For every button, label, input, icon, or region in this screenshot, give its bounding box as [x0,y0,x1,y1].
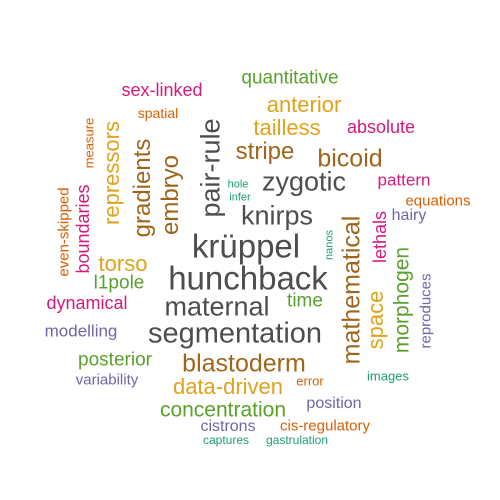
word-boundaries: boundaries [73,184,93,274]
word-hunchback: hunchback [168,259,328,297]
word-nanos: nanos [323,230,336,260]
word-quantitative: quantitative [241,67,339,89]
word-anterior: anterior [266,92,342,117]
word-segmentation: segmentation [147,317,323,350]
word-embryo: embryo [157,154,184,236]
word-error: error [296,373,324,389]
word-space: space [363,290,388,350]
word-torso: torso [98,251,148,276]
word-kruppel: krüppel [191,227,301,265]
word-cis-regulatory: cis-regulatory [279,417,371,435]
word-mathematical: mathematical [337,215,366,365]
word-hairy: hairy [391,207,427,224]
word-modelling: modelling [44,321,118,341]
word-knirps: knirps [240,200,314,231]
word-lethals: lethals [370,210,390,264]
word-reproduces: reproduces [417,273,435,349]
word-posterior: posterior [78,349,152,371]
word-blastoderm: blastoderm [182,349,306,378]
word-position: position [306,395,362,412]
word-even-skipped: even-skipped [55,187,73,277]
word-equations: equations [405,192,471,210]
word-gradients: gradients [129,138,156,238]
word-data-driven: data-driven [172,374,284,399]
word-repressors: repressors [99,121,124,225]
word-hole: hole [227,178,249,191]
word-absolute: absolute [346,117,416,137]
word-bicoid: bicoid [317,144,383,173]
word-cistrons: cistrons [200,418,256,435]
word-measure: measure [81,117,97,169]
word-captures: captures [202,433,250,447]
word-gastrulation: gastrulation [265,433,329,447]
word-stripe: stripe [235,138,295,165]
word-variability: variability [75,371,139,389]
word-spatial: spatial [137,105,179,121]
word-pattern: pattern [377,170,431,190]
word-concentration: concentration [159,398,287,422]
word-sex-linked: sex-linked [121,80,203,100]
word-morphogen: morphogen [390,246,414,354]
word-tailless: tailless [253,115,321,140]
word-images: images [367,368,409,384]
word-zygotic: zygotic [261,166,347,197]
word-l1pole: l1pole [93,272,145,294]
word-dynamical: dynamical [46,293,128,313]
word-time: time [287,290,323,312]
word-maternal: maternal [164,291,270,322]
word-infer: infer [229,191,251,204]
word-pair-rule: pair-rule [195,118,226,218]
